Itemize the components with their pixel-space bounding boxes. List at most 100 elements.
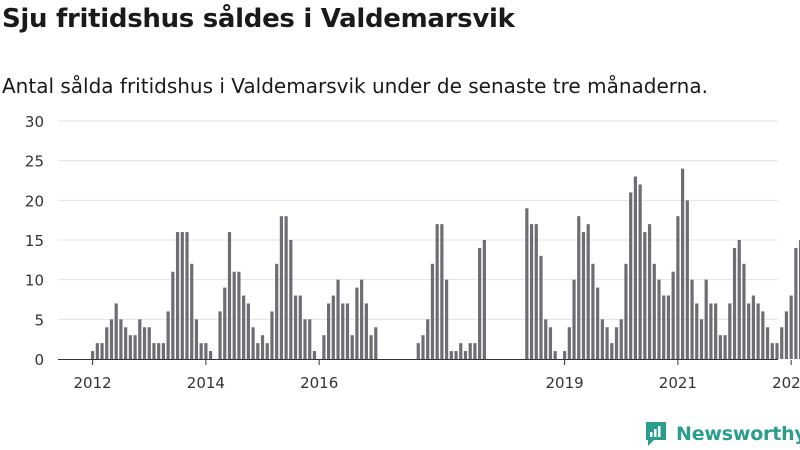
bar xyxy=(421,335,425,359)
bar xyxy=(242,295,246,359)
bar xyxy=(732,247,737,359)
x-tick-label: 2019 xyxy=(546,374,584,392)
bar xyxy=(166,311,170,359)
bar xyxy=(567,327,571,359)
bar xyxy=(298,295,302,359)
bar xyxy=(581,232,586,359)
bar xyxy=(529,224,534,359)
bar xyxy=(435,224,439,359)
bar xyxy=(454,351,458,359)
bar xyxy=(260,335,265,359)
bar xyxy=(157,343,161,359)
bar xyxy=(695,303,699,359)
bar xyxy=(690,279,694,359)
bar xyxy=(360,279,364,359)
bar xyxy=(478,247,482,359)
y-tick-label: 30 xyxy=(25,113,44,131)
bar xyxy=(596,287,600,359)
bar xyxy=(336,279,340,359)
bar xyxy=(355,287,359,359)
bar xyxy=(728,303,732,359)
bar xyxy=(747,303,751,359)
bar xyxy=(789,295,793,359)
bar xyxy=(218,311,222,359)
bar xyxy=(600,319,604,359)
bar xyxy=(723,335,727,359)
bar xyxy=(289,240,293,359)
chart-title: Sju fritidshus såldes i Valdemarsvik xyxy=(2,4,515,34)
bar xyxy=(124,327,128,359)
bar xyxy=(525,208,529,359)
bar xyxy=(430,263,435,359)
bar xyxy=(175,232,180,359)
bar xyxy=(742,263,746,359)
bar xyxy=(482,240,486,359)
y-tick-label: 25 xyxy=(25,153,44,171)
bar xyxy=(770,343,774,359)
bar xyxy=(345,303,350,359)
bar xyxy=(624,263,628,359)
bar xyxy=(539,255,543,359)
bar xyxy=(553,351,557,359)
bar xyxy=(416,343,420,359)
bar xyxy=(227,232,232,359)
newsworthy-logo: Newsworthy xyxy=(644,419,800,449)
bar xyxy=(109,319,114,359)
bar xyxy=(605,327,609,359)
bar xyxy=(232,271,236,359)
bar xyxy=(147,327,151,359)
bar xyxy=(638,184,642,359)
bar xyxy=(374,327,378,359)
bar xyxy=(666,295,671,359)
bar xyxy=(142,327,147,359)
bar xyxy=(794,247,798,359)
x-tick-label: 2023 xyxy=(772,374,800,392)
x-tick-label: 2016 xyxy=(300,374,338,392)
bar xyxy=(251,327,255,359)
bar xyxy=(676,216,680,359)
bar xyxy=(449,351,453,359)
bar xyxy=(756,303,760,359)
bar xyxy=(709,303,713,359)
bar xyxy=(331,295,335,359)
bar xyxy=(718,335,722,359)
bar xyxy=(544,319,548,359)
bar xyxy=(105,327,109,359)
bar xyxy=(643,232,647,359)
bar xyxy=(463,351,468,359)
bar xyxy=(633,176,637,359)
bar xyxy=(737,240,741,359)
y-tick-label: 0 xyxy=(34,351,44,369)
bar xyxy=(765,327,770,359)
bar xyxy=(91,351,95,359)
bar xyxy=(100,343,104,359)
bar xyxy=(133,335,137,359)
bar xyxy=(681,168,685,359)
bar xyxy=(647,224,652,359)
bar xyxy=(138,319,142,359)
bar xyxy=(534,224,538,359)
bar xyxy=(364,303,368,359)
bar xyxy=(468,343,472,359)
bar xyxy=(322,335,326,359)
bar xyxy=(369,335,373,359)
bar xyxy=(577,216,581,359)
bar xyxy=(265,343,269,359)
bar xyxy=(761,311,765,359)
bar xyxy=(270,311,274,359)
bar xyxy=(180,232,184,359)
bar xyxy=(308,319,312,359)
bar xyxy=(662,295,666,359)
bar xyxy=(199,343,203,359)
bar xyxy=(657,279,661,359)
bar xyxy=(586,224,590,359)
bar xyxy=(303,319,307,359)
bar xyxy=(152,343,156,359)
bar xyxy=(699,319,704,359)
bar xyxy=(780,327,784,359)
y-tick-label: 15 xyxy=(25,232,44,250)
bar xyxy=(279,216,283,359)
bar xyxy=(350,335,354,359)
bar xyxy=(473,343,477,359)
